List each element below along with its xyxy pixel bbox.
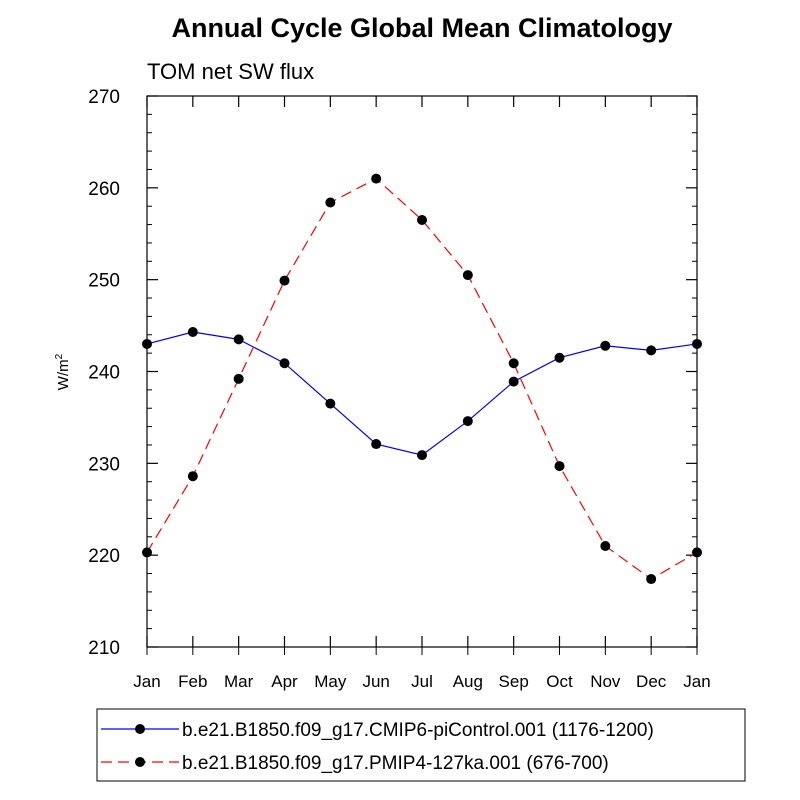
data-point <box>508 358 519 369</box>
x-tick-label: Nov <box>590 672 621 691</box>
data-point <box>233 373 244 384</box>
data-point <box>554 352 565 363</box>
legend-label: b.e21.B1850.f09_g17.CMIP6-piControl.001 … <box>182 720 654 741</box>
data-point <box>646 574 657 585</box>
data-point <box>187 471 198 482</box>
axes: 210 220 230 240 250 260 270 Jan Feb Mar Apr May Jun J… <box>88 87 710 691</box>
x-tick-label: Jun <box>362 672 389 691</box>
y-tick-label: 260 <box>88 179 120 200</box>
data-point <box>600 340 611 351</box>
x-tick-label: Mar <box>224 672 254 691</box>
data-point <box>600 540 611 551</box>
y-axis-label-unit: W/m <box>55 359 72 390</box>
legend-marker <box>135 757 145 767</box>
data-point <box>462 416 473 427</box>
data-point <box>371 173 382 184</box>
data-point <box>554 461 565 472</box>
data-point <box>325 398 336 409</box>
data-point <box>692 547 702 558</box>
chart-title: Annual Cycle Global Mean Climatology <box>171 13 672 43</box>
y-tick-label: 240 <box>88 363 120 384</box>
x-tick-label: Sep <box>499 672 529 691</box>
data-point <box>279 358 290 369</box>
y-tick-label: 270 <box>88 87 120 108</box>
data-point <box>508 376 519 387</box>
series-layer <box>142 173 702 585</box>
data-point <box>142 547 152 558</box>
data-point <box>325 197 336 208</box>
legend: b.e21.B1850.f09_g17.CMIP6-piControl.001 … <box>96 708 746 782</box>
series-line <box>146 331 698 456</box>
x-tick-label: Dec <box>636 672 667 691</box>
data-point <box>462 270 473 281</box>
data-point <box>417 214 427 225</box>
x-tick-label: Jan <box>683 672 710 691</box>
series-2 <box>142 173 702 585</box>
legend-label: b.e21.B1850.f09_g17.PMIP4-127ka.001 (676… <box>182 753 609 774</box>
y-tick-label: 250 <box>88 271 120 292</box>
data-point <box>417 450 427 461</box>
legend-box <box>96 708 746 782</box>
plot-frame <box>146 95 698 648</box>
x-tick-label: Jan <box>133 672 160 691</box>
data-point <box>142 338 152 349</box>
legend-marker <box>135 724 145 734</box>
legend-item: b.e21.B1850.f09_g17.PMIP4-127ka.001 (676… <box>101 753 609 774</box>
data-point <box>371 439 382 450</box>
x-tick-label: Feb <box>178 672 207 691</box>
y-tick-label: 230 <box>88 454 120 475</box>
x-tick-label: Apr <box>271 672 298 691</box>
data-point <box>187 327 198 338</box>
series-1 <box>142 327 702 461</box>
data-point <box>233 334 244 345</box>
y-tick-label: 210 <box>88 638 120 659</box>
x-tick-label: May <box>314 672 347 691</box>
chart-subtitle: TOM net SW flux <box>147 59 314 84</box>
x-tick-label: Jul <box>411 672 433 691</box>
data-point <box>646 345 657 356</box>
series-line <box>146 177 698 580</box>
legend-item: b.e21.B1850.f09_g17.CMIP6-piControl.001 … <box>101 720 654 741</box>
x-tick-label: Aug <box>453 672 483 691</box>
x-tick-label: Oct <box>546 672 573 691</box>
y-axis-label: W/m2 <box>54 353 72 390</box>
data-point <box>692 338 702 349</box>
y-tick-label: 220 <box>88 546 120 567</box>
data-point <box>279 275 290 286</box>
y-axis-label-exponent: 2 <box>54 353 65 359</box>
